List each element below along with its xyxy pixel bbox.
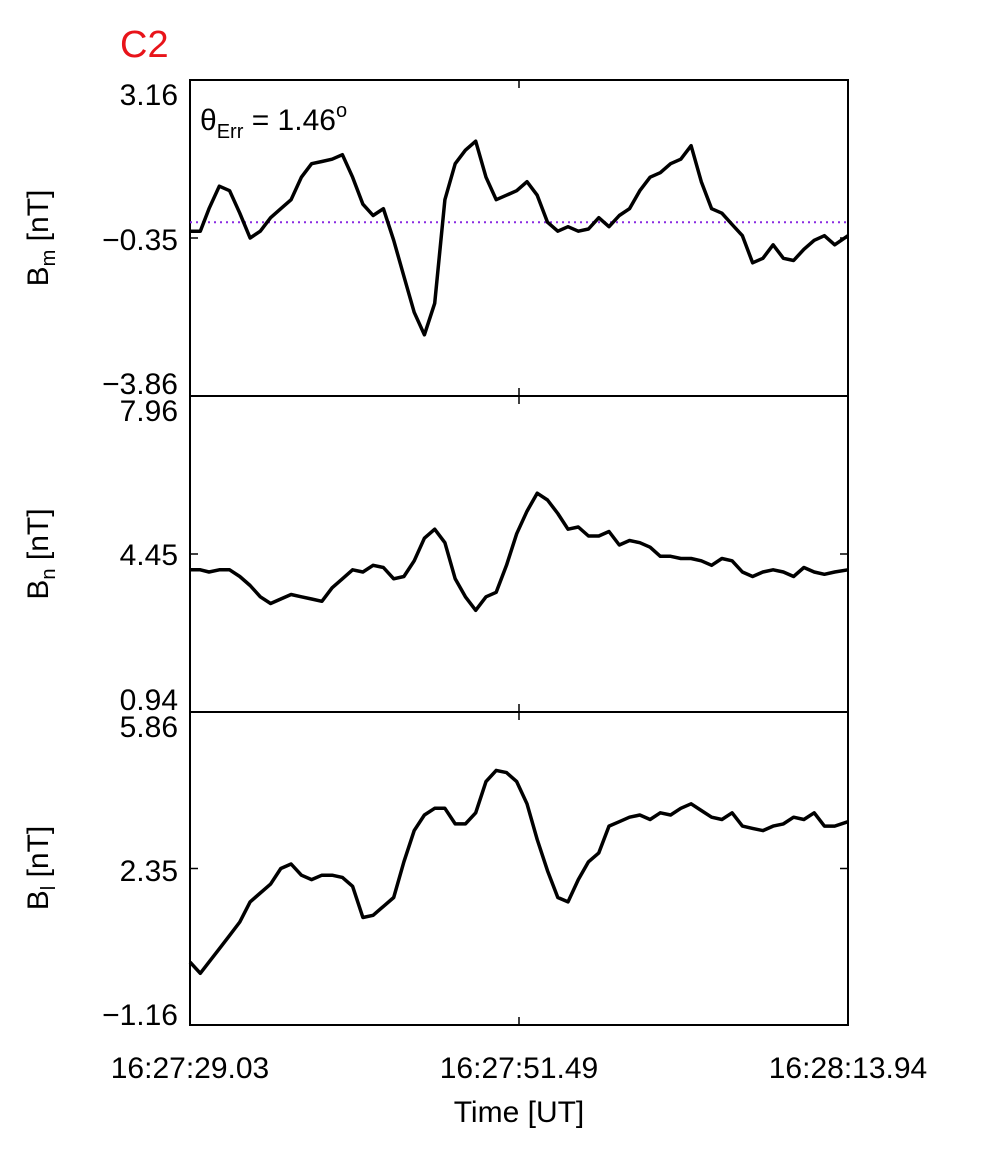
bl-ytick-mid: 2.35: [120, 855, 178, 888]
bm-ytick-mid: −0.35: [102, 224, 178, 257]
theta-symbol: θ: [200, 104, 217, 137]
bm-ytick-bottom: −3.86: [102, 368, 178, 401]
bl-ylabel-unit: [nT]: [22, 826, 55, 886]
bl-ylabel-sub: l: [38, 886, 60, 890]
bn-ylabel-unit: [nT]: [22, 508, 55, 568]
bm-trace: [190, 139, 849, 337]
bl-ytick-top: 5.86: [120, 711, 178, 744]
bm-ylabel-sub: m: [38, 250, 60, 267]
x-axis-label: Time [UT]: [454, 1096, 585, 1129]
theta-subscript: Err: [217, 121, 244, 143]
bm-ylabel: Bm [nT]: [22, 190, 60, 287]
bn-ylabel-main: B: [22, 580, 55, 600]
bl-trace: [188, 768, 849, 976]
panel-bl-frame: [189, 711, 849, 1026]
bn-trace: [190, 491, 849, 613]
bn-ytick-mid: 4.45: [120, 539, 178, 572]
theta-degree: o: [336, 100, 347, 122]
bn-ytick-bottom: 0.94: [120, 684, 178, 717]
bm-ytick-top: 3.16: [120, 79, 178, 112]
bn-ytick-top: 7.96: [120, 395, 178, 428]
xtick-mid: 16:27:51.49: [440, 1052, 598, 1085]
bl-ylabel: Bl [nT]: [22, 826, 60, 910]
bl-ylabel-main: B: [22, 890, 55, 910]
bm-ylabel-main: B: [22, 266, 55, 286]
panel-bn-frame: [189, 395, 849, 713]
bn-ylabel-sub: n: [38, 568, 60, 579]
bl-ytick-bottom: −1.16: [102, 999, 178, 1032]
bn-ylabel: Bn [nT]: [22, 508, 60, 599]
xtick-start: 16:27:29.03: [111, 1052, 269, 1085]
tick-marks: [190, 79, 848, 1026]
xtick-end: 16:28:13.94: [769, 1052, 927, 1085]
theta-value: = 1.46: [243, 104, 336, 137]
bm-ylabel-unit: [nT]: [22, 190, 55, 250]
figure-title: C2: [120, 24, 169, 66]
theta-err-annotation: θErr = 1.46o: [200, 100, 347, 143]
